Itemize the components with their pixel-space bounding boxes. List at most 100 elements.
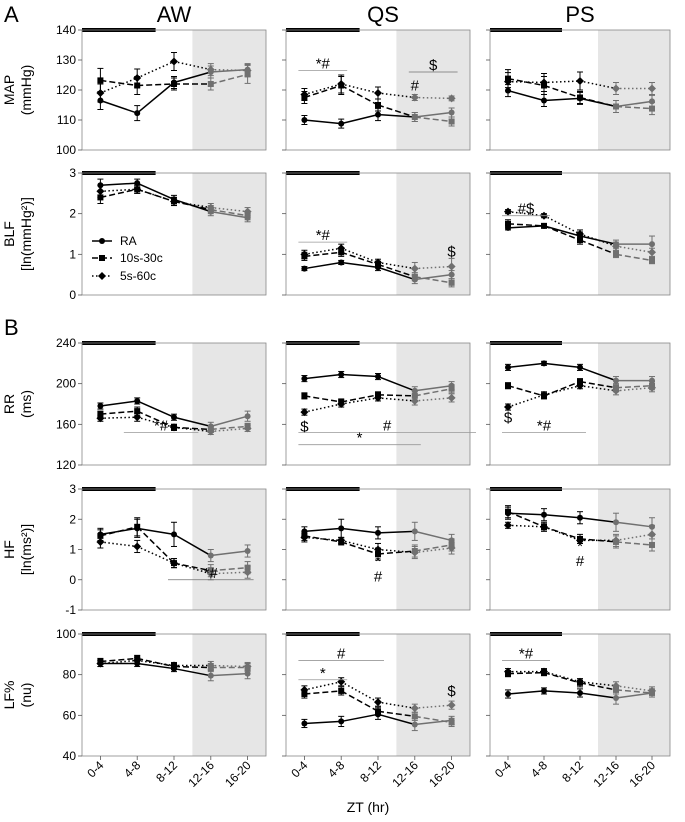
panel-blf-ps: #$ xyxy=(486,171,671,296)
data-point xyxy=(97,77,104,84)
data-point xyxy=(300,90,309,99)
series-segment xyxy=(173,416,211,428)
annotation-text: $ xyxy=(429,57,438,74)
series-segment xyxy=(615,521,653,528)
annotation-text: $ xyxy=(447,683,456,700)
data-point xyxy=(96,187,105,196)
series-5s-60c xyxy=(504,521,656,547)
series-segment xyxy=(543,670,581,683)
series-segment xyxy=(543,671,581,684)
dark-period-shade xyxy=(192,634,266,756)
data-point xyxy=(540,522,548,531)
column-title-ps: PS xyxy=(565,2,594,27)
data-point xyxy=(243,424,252,433)
series-segment xyxy=(340,541,379,555)
series-segment xyxy=(543,380,581,397)
data-point xyxy=(97,411,104,418)
series-segment xyxy=(304,251,342,258)
legend-label: RA xyxy=(120,234,137,248)
y-axis-label-line2: [ln(mmHg²)] xyxy=(18,197,34,271)
series-segment xyxy=(304,527,342,533)
data-point xyxy=(133,656,142,665)
data-point xyxy=(171,531,177,538)
y-tick-label: 80 xyxy=(63,668,77,682)
panel-hf-qs: *# xyxy=(282,487,471,611)
series-segment xyxy=(377,266,416,281)
data-point xyxy=(541,222,547,229)
data-point xyxy=(207,552,214,559)
data-point xyxy=(540,667,548,676)
data-point xyxy=(576,381,584,390)
series-segment xyxy=(341,113,379,125)
series-segment xyxy=(615,689,653,694)
data-point xyxy=(613,103,619,110)
data-point xyxy=(133,413,142,422)
panel-map-qs: *# # $ xyxy=(282,28,471,151)
data-point xyxy=(649,105,655,112)
data-point xyxy=(447,393,456,402)
series-segment xyxy=(210,425,248,431)
annotation-text: # xyxy=(374,568,383,585)
y-tick-label: 1 xyxy=(69,247,76,261)
series-segment xyxy=(304,395,342,403)
series-5s-60c xyxy=(300,677,456,713)
data-point xyxy=(576,77,584,85)
series-segment xyxy=(377,550,415,555)
series-segment xyxy=(137,657,175,668)
series-segment xyxy=(100,188,138,199)
series-ra xyxy=(97,397,251,431)
series-segment xyxy=(304,403,342,413)
series-segment xyxy=(137,662,175,670)
panel-frame xyxy=(81,342,267,466)
panel-hf-ps: *# xyxy=(486,487,671,611)
data-point xyxy=(337,400,346,408)
data-point xyxy=(613,519,619,526)
series-segment xyxy=(136,60,175,79)
data-point xyxy=(244,413,251,420)
series-5s-60c xyxy=(300,243,456,276)
data-point xyxy=(448,719,455,726)
series-segment xyxy=(414,388,452,397)
series-segment xyxy=(100,79,138,87)
series-segment xyxy=(414,530,452,542)
series-segment xyxy=(173,562,211,572)
series-segment xyxy=(340,84,379,106)
legend: RA 10s-30c 5s-60c xyxy=(92,234,163,283)
data-point xyxy=(613,251,619,258)
series-segment xyxy=(615,384,653,389)
data-point xyxy=(301,720,308,727)
series-segment xyxy=(173,533,212,557)
series-ra xyxy=(301,107,455,129)
data-point xyxy=(447,262,456,271)
legend-marker xyxy=(99,255,105,261)
data-point xyxy=(448,279,455,286)
series-segment xyxy=(304,119,342,125)
data-point xyxy=(541,360,547,367)
series-segment xyxy=(100,416,138,419)
significance-annotation: * xyxy=(577,538,583,555)
y-axis-label-lf-pct: LF% (nu) xyxy=(1,681,34,710)
series-segment xyxy=(543,526,581,540)
data-point xyxy=(133,74,142,82)
series-segment xyxy=(543,80,581,84)
series-segment xyxy=(507,89,545,102)
data-point xyxy=(577,237,583,244)
data-point xyxy=(206,203,215,212)
data-point xyxy=(171,81,177,87)
data-point xyxy=(612,386,620,395)
panel-blf-qs: *# $ xyxy=(282,171,471,296)
series-5s-60c xyxy=(96,412,252,436)
x-tick-label: 16-20 xyxy=(222,758,254,790)
data-point xyxy=(410,704,419,713)
series-segment xyxy=(173,426,211,431)
series-segment xyxy=(507,510,545,528)
legend-label: 10s-30c xyxy=(120,251,163,265)
data-point xyxy=(447,701,456,710)
series-segment xyxy=(579,366,617,382)
data-point xyxy=(504,207,512,216)
series-segment xyxy=(414,111,452,118)
series-5s-60c xyxy=(96,535,252,581)
data-point xyxy=(648,383,656,392)
series-segment xyxy=(304,535,342,543)
